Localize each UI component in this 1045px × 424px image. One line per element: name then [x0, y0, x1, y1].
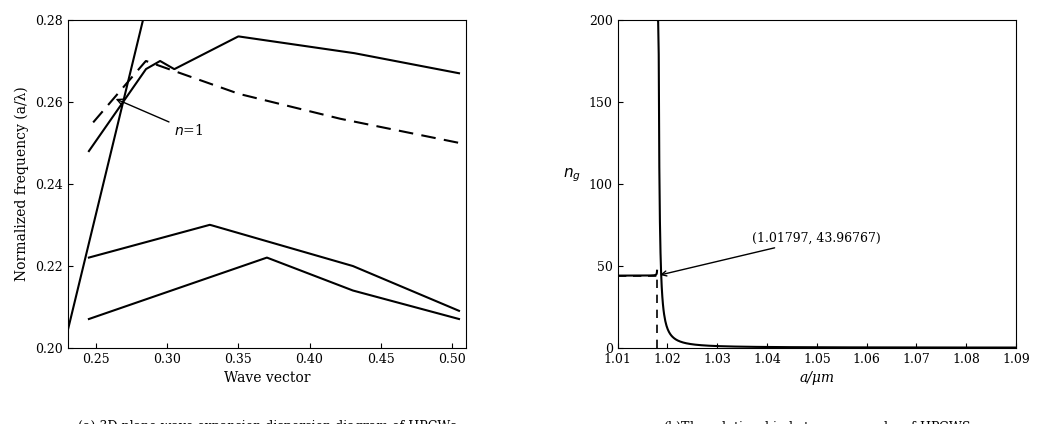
Y-axis label: $n_g$: $n_g$: [563, 166, 581, 184]
Y-axis label: Normalized frequency (a/λ): Normalized frequency (a/λ): [15, 86, 29, 281]
X-axis label: Wave vector: Wave vector: [224, 371, 310, 385]
Text: (a) 3D plane-wave expansion dispersion diagram of HPCWs: (a) 3D plane-wave expansion dispersion d…: [77, 420, 457, 424]
X-axis label: a/μm: a/μm: [799, 371, 834, 385]
Text: (1.01797, 43.96767): (1.01797, 43.96767): [661, 232, 881, 276]
Text: $n$=1: $n$=1: [117, 99, 204, 138]
Text: (b)The relationship between $n_g$ and $a$ of HPCWS: (b)The relationship between $n_g$ and $a…: [663, 420, 971, 424]
